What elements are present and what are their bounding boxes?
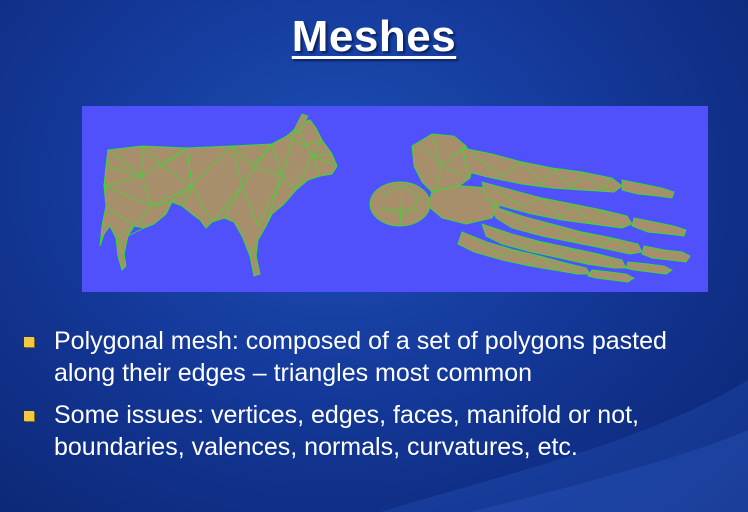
bullet-text: Polygonal mesh: composed of a set of pol… xyxy=(54,327,667,387)
square-bullet-icon xyxy=(24,411,34,421)
cow-mesh xyxy=(99,113,338,277)
bullet-item: Some issues: vertices, edges, faces, man… xyxy=(22,399,732,463)
square-bullet-icon xyxy=(24,337,34,347)
foot-bones-mesh xyxy=(369,133,691,283)
bullet-text: Some issues: vertices, edges, faces, man… xyxy=(54,401,639,461)
mesh-figure xyxy=(82,106,708,292)
bullet-item: Polygonal mesh: composed of a set of pol… xyxy=(22,325,732,389)
slide-title: Meshes xyxy=(291,12,457,61)
bullet-list: Polygonal mesh: composed of a set of pol… xyxy=(22,325,732,473)
